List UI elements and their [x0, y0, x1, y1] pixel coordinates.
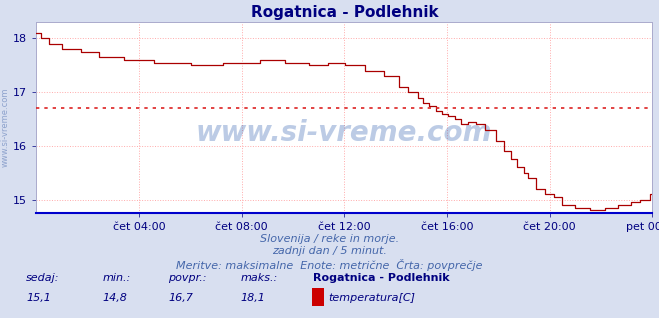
Text: Slovenija / reke in morje.: Slovenija / reke in morje. [260, 234, 399, 244]
Text: 18,1: 18,1 [241, 293, 266, 302]
Text: temperatura[C]: temperatura[C] [328, 293, 415, 302]
Text: Rogatnica - Podlehnik: Rogatnica - Podlehnik [313, 273, 449, 283]
Text: sedaj:: sedaj: [26, 273, 60, 283]
Text: zadnji dan / 5 minut.: zadnji dan / 5 minut. [272, 246, 387, 256]
Text: Meritve: maksimalne  Enote: metrične  Črta: povprečje: Meritve: maksimalne Enote: metrične Črta… [176, 259, 483, 271]
Text: www.si-vreme.com: www.si-vreme.com [1, 87, 10, 167]
Text: maks.:: maks.: [241, 273, 278, 283]
Title: Rogatnica - Podlehnik: Rogatnica - Podlehnik [250, 5, 438, 20]
Text: 15,1: 15,1 [26, 293, 51, 302]
Text: min.:: min.: [102, 273, 130, 283]
Text: povpr.:: povpr.: [168, 273, 206, 283]
Text: 14,8: 14,8 [102, 293, 127, 302]
Text: 16,7: 16,7 [168, 293, 193, 302]
Text: www.si-vreme.com: www.si-vreme.com [196, 119, 492, 147]
